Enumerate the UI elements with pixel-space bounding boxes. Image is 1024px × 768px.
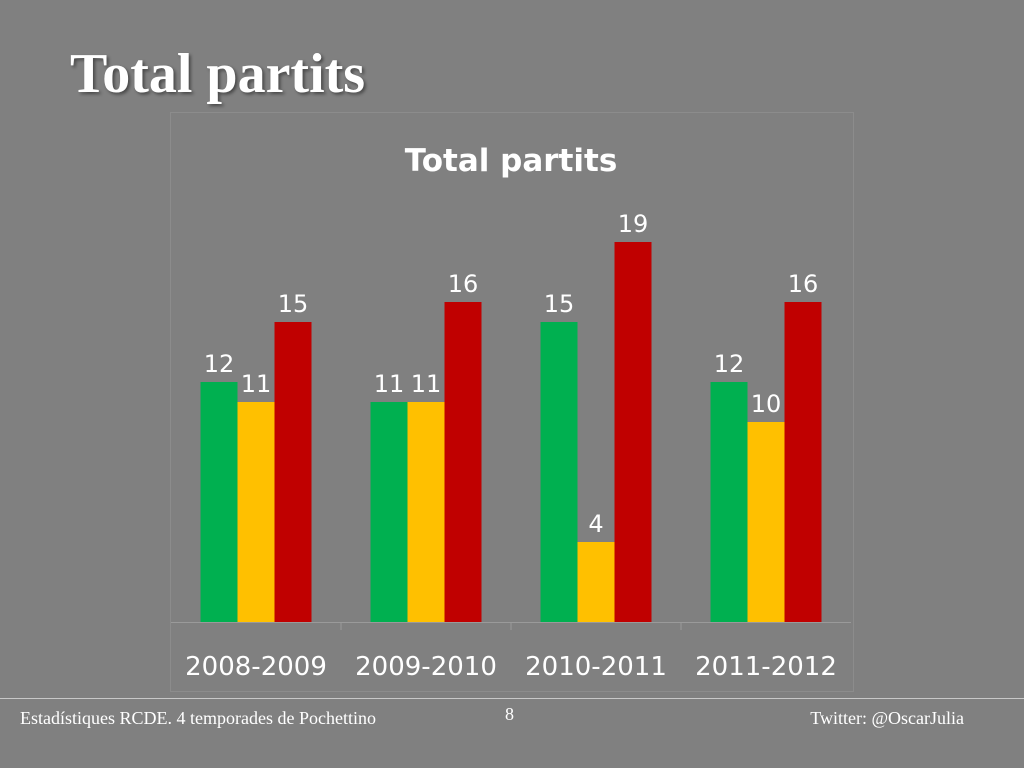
category-label: 2008-2009 (185, 652, 327, 682)
bar-2011-2012-series-1 (710, 382, 748, 622)
bar-2009-2010-series-1 (370, 402, 408, 622)
footer-divider (0, 698, 1024, 699)
data-label: 4 (588, 510, 603, 538)
category-label: 2010-2011 (525, 652, 667, 682)
bar-2008-2009-series-3 (274, 322, 312, 622)
data-label: 16 (448, 270, 479, 298)
bar-2010-2011-series-2 (577, 542, 615, 622)
bar-2008-2009-series-1 (200, 382, 238, 622)
chart-title: Total partits (405, 143, 618, 179)
data-label: 12 (204, 350, 235, 378)
bar-2010-2011-series-1 (540, 322, 578, 622)
footer-caption: Estadístiques RCDE. 4 temporades de Poch… (20, 708, 376, 728)
bars-layer (200, 242, 822, 622)
data-label: 11 (374, 370, 405, 398)
bar-2010-2011-series-3 (614, 242, 652, 622)
bar-2008-2009-series-2 (237, 402, 275, 622)
footer-twitter-handle: Twitter: @OscarJulia (810, 708, 964, 728)
page-number: 8 (505, 704, 514, 724)
bar-2009-2010-series-3 (444, 302, 482, 622)
bar-2011-2012-series-2 (747, 422, 785, 622)
data-label: 16 (788, 270, 819, 298)
data-label: 10 (751, 390, 782, 418)
chart-container: Total partits 12 11 15 11 11 16 15 4 19 12 10 16 20… (170, 112, 854, 692)
data-label: 12 (714, 350, 745, 378)
data-label: 11 (241, 370, 272, 398)
data-label: 11 (411, 370, 442, 398)
category-label: 2011-2012 (695, 652, 837, 682)
category-axis: 2008-2009 2009-2010 2010-2011 2011-2012 (171, 622, 851, 682)
bar-2011-2012-series-3 (784, 302, 822, 622)
bar-2009-2010-series-2 (407, 402, 445, 622)
category-label: 2009-2010 (355, 652, 497, 682)
slide-title: Total partits (70, 43, 366, 105)
data-label: 19 (618, 210, 649, 238)
data-label: 15 (544, 290, 575, 318)
data-label: 15 (278, 290, 309, 318)
